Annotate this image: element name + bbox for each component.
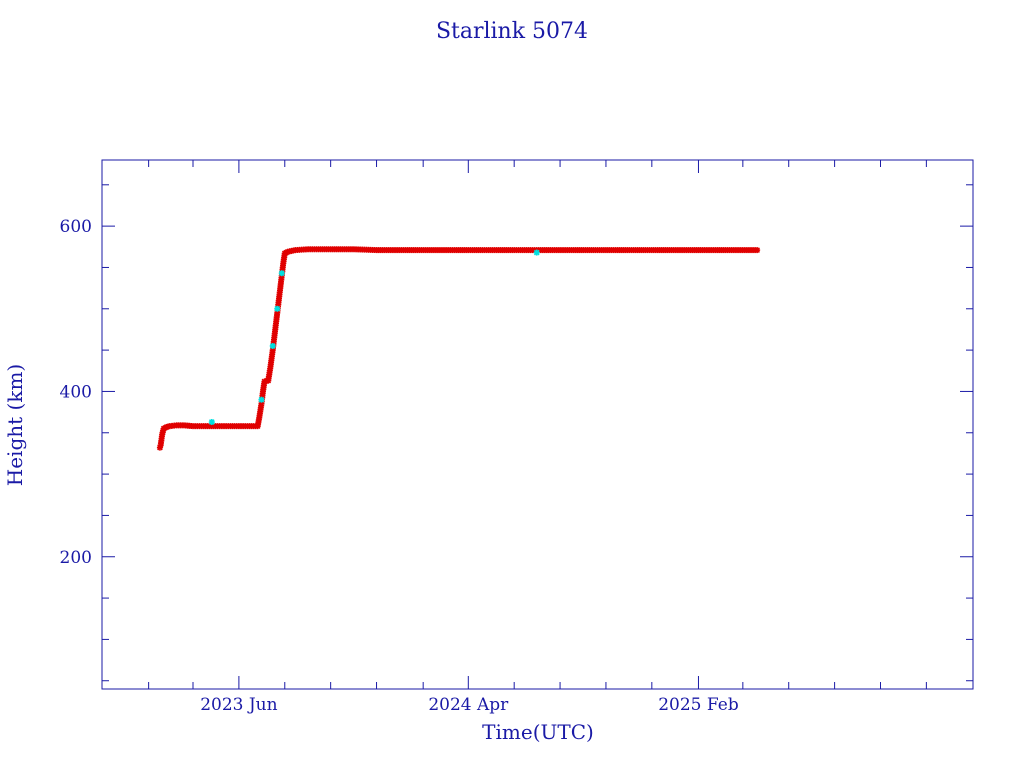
axis-ticks: 200 400 600 2023 Jun 2024 Apr 2025 Feb [60,160,973,715]
data-point [269,342,276,349]
data-point [208,419,215,426]
x-tick-label: 2023 Jun [200,695,277,715]
y-tick-label: 600 [60,217,92,237]
data-points [156,246,761,451]
x-tick-label: 2024 Apr [428,695,509,715]
chart-title: Starlink 5074 [436,19,588,44]
data-point [754,247,761,254]
data-point [274,305,281,312]
x-tick-label: 2025 Feb [658,695,739,715]
plot-frame [101,159,974,690]
y-axis-label: Height (km) [3,364,27,486]
data-point [533,249,540,256]
y-tick-label: 200 [60,548,92,568]
y-tick-label: 400 [60,382,92,402]
data-point [258,396,265,403]
data-point [278,270,285,277]
x-axis-label: Time(UTC) [482,720,594,744]
